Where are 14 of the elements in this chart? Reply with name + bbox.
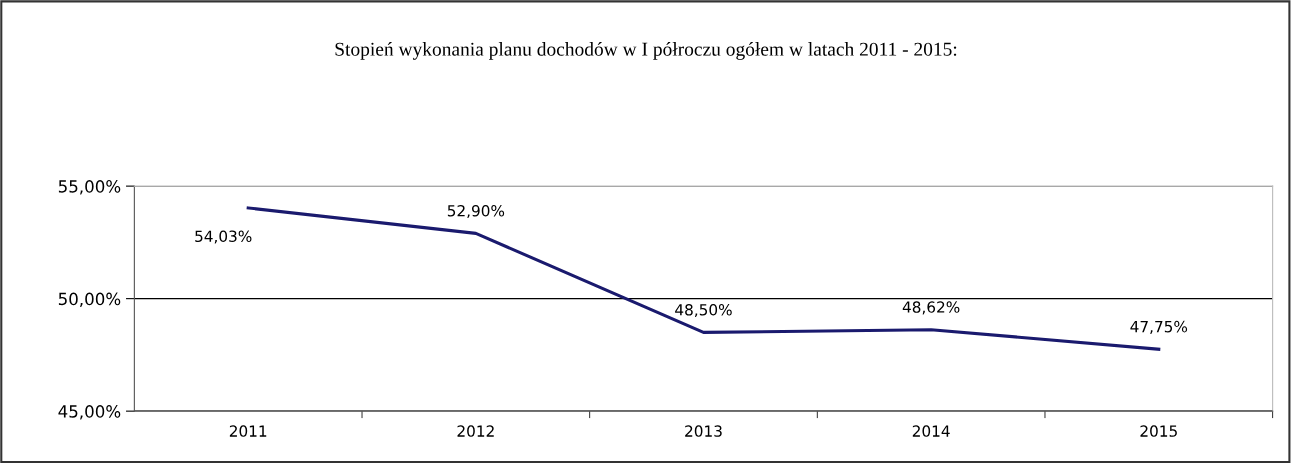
data-label: 48,62% — [902, 301, 960, 315]
x-tick-label: 2015 — [1140, 425, 1177, 437]
y-tick-label: 55,00% — [58, 180, 121, 195]
y-tick-label: 45,00% — [58, 405, 121, 420]
data-label: 54,03% — [195, 230, 252, 244]
x-tick-label: 2014 — [912, 425, 950, 437]
data-label: 52,90% — [447, 204, 505, 219]
x-tick-label: 2012 — [457, 425, 494, 437]
y-tick-label: 50,00% — [58, 292, 121, 307]
x-tick-label: 2011 — [229, 425, 267, 437]
x-tick-label: 2013 — [685, 425, 722, 437]
data-label: 48,50% — [675, 303, 732, 318]
data-label: 47,75% — [1130, 320, 1188, 334]
chart-title: Stopień wykonania planu dochodów w I półroczu ogółem w latach 2011 - 2015: — [335, 42, 957, 60]
